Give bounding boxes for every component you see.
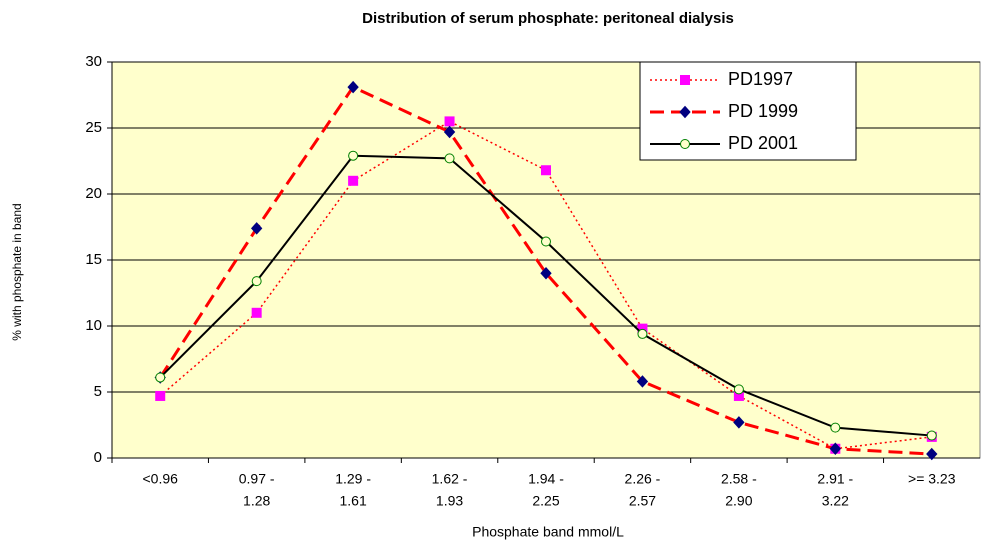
marker	[155, 390, 166, 401]
x-tick-label: 1.29 -	[335, 471, 371, 487]
marker	[680, 75, 690, 85]
marker	[926, 430, 937, 441]
legend-label: PD 1999	[728, 101, 798, 121]
marker	[733, 416, 745, 429]
marker	[348, 150, 359, 161]
marker	[830, 422, 841, 433]
marker	[926, 447, 938, 461]
y-tick-label: 20	[85, 185, 102, 202]
x-tick-label: 2.26 -	[625, 471, 661, 487]
marker	[636, 375, 649, 388]
y-tick-label: 0	[94, 449, 102, 466]
x-tick-label: <0.96	[143, 471, 179, 487]
x-tick-label: 2.58 -	[721, 471, 757, 487]
x-tick-label: 2.25	[532, 493, 559, 509]
marker	[443, 125, 456, 139]
y-tick-label: 5	[94, 383, 102, 400]
marker	[155, 372, 166, 383]
x-tick-label: 1.94 -	[528, 471, 564, 487]
y-axis-label: % with phosphate in band	[10, 203, 24, 340]
x-tick-label: 0.97 -	[239, 471, 275, 487]
chart-title: Distribution of serum phosphate: periton…	[362, 10, 734, 27]
marker	[541, 165, 551, 176]
x-tick-label: 2.57	[629, 493, 656, 509]
marker	[250, 222, 263, 235]
x-tick-label: 1.93	[436, 493, 463, 509]
legend-label: PD1997	[728, 69, 793, 89]
legend-label: PD 2001	[728, 133, 798, 153]
marker	[733, 384, 744, 395]
marker	[251, 307, 262, 318]
marker	[829, 442, 842, 456]
marker	[680, 139, 690, 149]
marker	[679, 105, 691, 119]
y-tick-label: 30	[85, 53, 102, 70]
y-tick-label: 25	[85, 119, 102, 136]
series-line	[159, 120, 932, 450]
x-tick-label: 2.91 -	[817, 471, 853, 487]
x-tick-label: 1.28	[243, 493, 270, 509]
marker	[251, 276, 262, 287]
series	[155, 150, 937, 441]
x-tick-label: 3.22	[822, 493, 849, 509]
marker	[444, 116, 455, 127]
x-tick-label: 2.90	[725, 493, 752, 509]
x-tick-label: 1.61	[339, 493, 366, 509]
marker	[347, 80, 359, 94]
marker	[540, 266, 552, 280]
y-tick-label: 15	[85, 251, 102, 268]
series-line	[158, 85, 932, 456]
marker	[348, 175, 359, 186]
x-tick-label: >= 3.23	[908, 471, 956, 487]
marker	[637, 328, 648, 339]
marker	[541, 236, 551, 247]
marker	[444, 153, 455, 164]
x-axis-label: Phosphate band mmol/L	[472, 524, 624, 540]
x-tick-label: 1.62 -	[432, 471, 468, 487]
y-tick-label: 10	[85, 317, 102, 334]
